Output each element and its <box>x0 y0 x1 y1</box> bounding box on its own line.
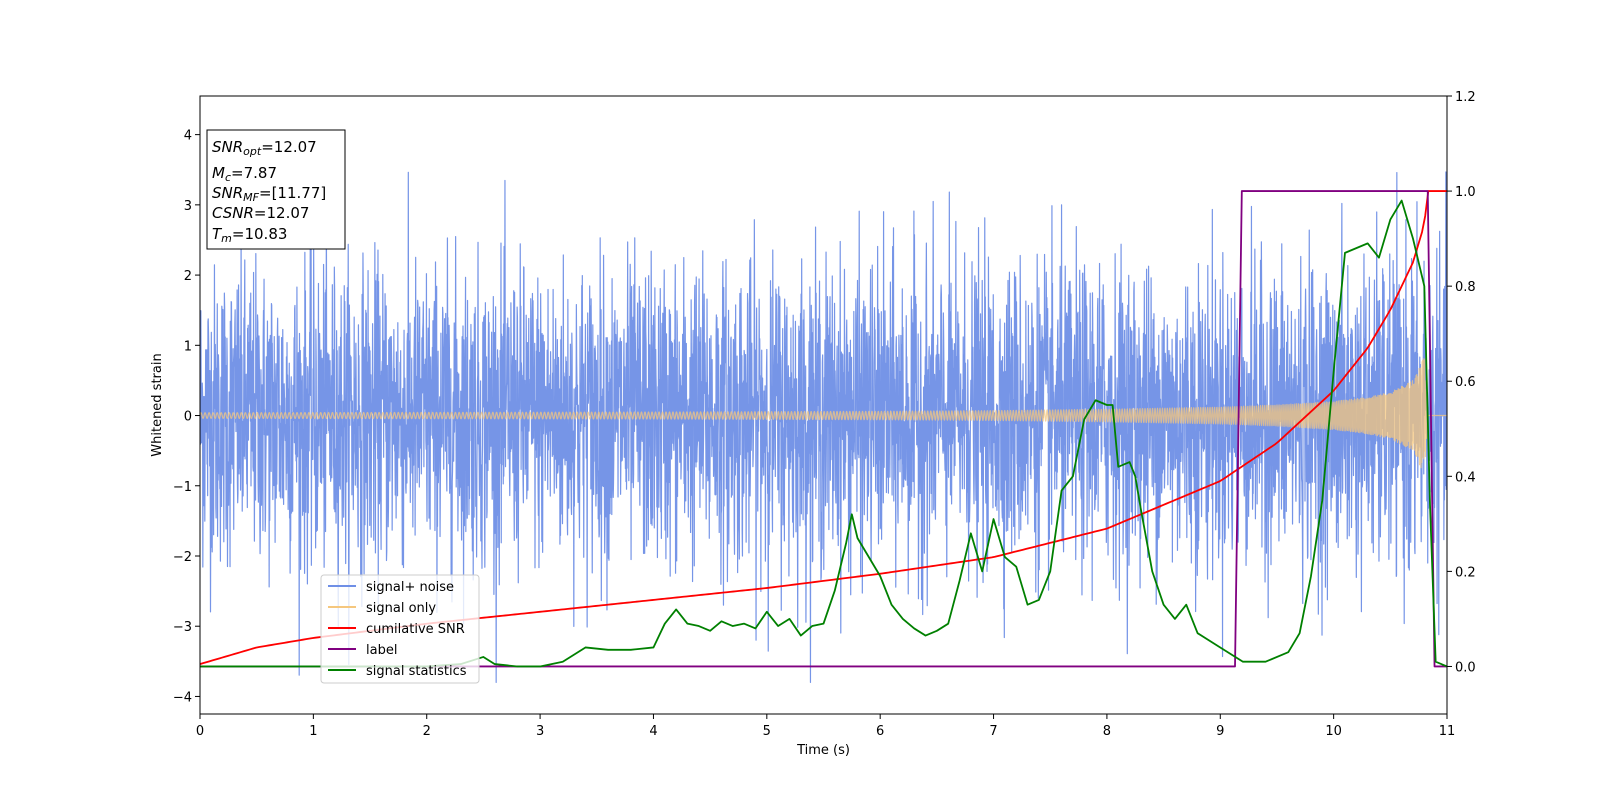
y-axis-label: Whitened strain <box>150 353 165 456</box>
y-right-tick-label: 0.8 <box>1455 280 1476 295</box>
legend: signal+ noise signal only cumilative SNR… <box>320 574 480 684</box>
legend-label-signal-only: signal only <box>366 601 436 616</box>
legend-label-cumulative-snr: cumilative SNR <box>366 622 465 637</box>
y-left-tick-label: 4 <box>184 129 192 144</box>
legend-label-signal-statistics: signal statistics <box>366 664 467 679</box>
info-box: SNRopt=12.07 Mc=7.87 SNRMF=[11.77] CSNR=… <box>206 129 346 250</box>
x-tick-label: 5 <box>763 724 771 739</box>
y-left-tick-label: −4 <box>173 690 192 705</box>
info-csnr: CSNR=12.07 <box>212 204 309 222</box>
x-tick-label: 7 <box>989 724 997 739</box>
info-tm: Tm=10.83 <box>212 225 287 245</box>
x-tick-label: 6 <box>876 724 884 739</box>
x-tick-label: 8 <box>1103 724 1111 739</box>
info-box-frame <box>206 129 346 250</box>
y-left-tick-label: −3 <box>173 620 192 635</box>
x-axis-label: Time (s) <box>796 743 850 758</box>
plot-frame <box>199 95 1448 715</box>
x-tick-label: 2 <box>423 724 431 739</box>
y-left-tick-label: 2 <box>184 269 192 284</box>
y-left-tick-label: 0 <box>184 410 192 425</box>
y-left-tick-label: 3 <box>184 199 192 214</box>
ticks-layer: 0 1 2 3 4 5 6 7 8 9 10 11 −4 −3 −2 −1 0 1 2 3 4 0.0 0.2 0.4 0.6 0… <box>173 90 1476 739</box>
legend-label-label: label <box>366 643 397 658</box>
x-tick-label: 1 <box>309 724 317 739</box>
x-tick-label: 10 <box>1325 724 1342 739</box>
y-left-tick-label: −2 <box>173 550 192 565</box>
series-signal-statistics <box>200 199 1447 668</box>
x-tick-label: 0 <box>196 724 204 739</box>
x-tick-label: 9 <box>1216 724 1224 739</box>
legend-label-signal-noise: signal+ noise <box>366 580 454 595</box>
x-tick-label: 3 <box>536 724 544 739</box>
y-left-tick-label: −1 <box>173 480 192 495</box>
info-mc: Mc=7.87 <box>212 164 277 184</box>
series-label <box>200 190 1447 668</box>
y-right-tick-label: 1.0 <box>1455 185 1476 200</box>
y-right-tick-label: 1.2 <box>1455 90 1476 105</box>
y-left-tick-label: 1 <box>184 339 192 354</box>
y-right-tick-label: 0.4 <box>1455 470 1476 485</box>
y-right-tick-label: 0.6 <box>1455 375 1476 390</box>
info-snr-opt: SNRopt=12.07 <box>212 138 317 158</box>
x-tick-label: 4 <box>649 724 657 739</box>
y-right-tick-label: 0.2 <box>1455 565 1476 580</box>
legend-frame <box>320 574 480 684</box>
x-tick-label: 11 <box>1439 724 1456 739</box>
info-snr-mf: SNRMF=[11.77] <box>212 184 326 204</box>
y-right-tick-label: 0.0 <box>1455 660 1476 675</box>
